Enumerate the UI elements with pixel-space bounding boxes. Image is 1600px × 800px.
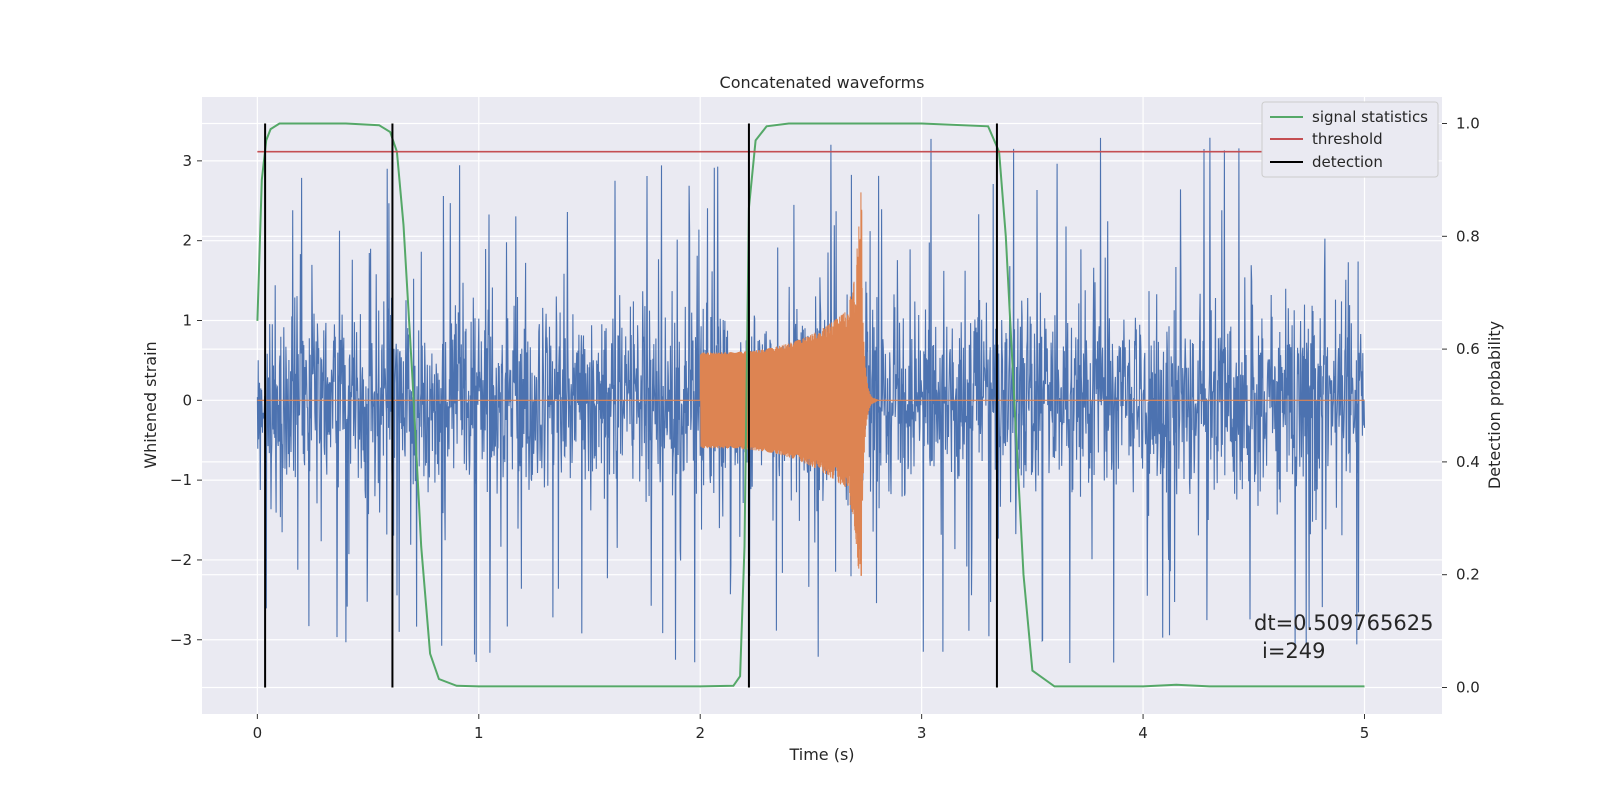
- x-tick-label: 4: [1138, 724, 1148, 742]
- y-tick-label-left: 0: [182, 391, 192, 409]
- chart-title: Concatenated waveforms: [720, 73, 925, 92]
- y-tick-label-left: 3: [182, 152, 192, 170]
- waveform-series: [257, 192, 1365, 576]
- x-tick-label: 2: [695, 724, 705, 742]
- y-tick-label-right: 0.2: [1456, 566, 1480, 584]
- x-tick-label: 5: [1360, 724, 1370, 742]
- signal-statistics-series: [256, 122, 1365, 688]
- axis-ticks: 0 1 2 3 4 5 −3 −2 −1 0 1 2 3 0.0 0.2 0.4 0.6 0.8 1.0: [170, 115, 1480, 742]
- y-tick-label-left: 2: [182, 232, 192, 250]
- legend: signal statistics threshold detection: [1261, 101, 1439, 178]
- y-tick-label-left: −1: [170, 471, 192, 489]
- x-tick-label: 3: [917, 724, 927, 742]
- y-axis-title-right: Detection probability: [1485, 321, 1504, 489]
- x-tick-label: 0: [253, 724, 263, 742]
- detection-series: [264, 123, 998, 688]
- legend-label-signal-statistics: signal statistics: [1312, 108, 1428, 126]
- x-tick-label: 1: [474, 724, 484, 742]
- y-tick-label-left: 1: [182, 311, 192, 329]
- annotation-i: i=249: [1262, 639, 1326, 663]
- y-tick-label-right: 1.0: [1456, 115, 1480, 133]
- y-tick-label-right: 0.8: [1456, 227, 1480, 245]
- legend-label-threshold: threshold: [1312, 130, 1383, 148]
- waveform-line: [257, 192, 1365, 576]
- y-tick-label-right: 0.0: [1456, 678, 1480, 696]
- signal-statistics-line: [256, 122, 1365, 688]
- y-tick-label-right: 0.6: [1456, 340, 1480, 358]
- annotation-dt: dt=0.509765625: [1254, 611, 1433, 635]
- y-tick-label-right: 0.4: [1456, 453, 1480, 471]
- y-axis-title-left: Whitened strain: [141, 341, 160, 468]
- y-tick-label-left: −2: [170, 551, 192, 569]
- legend-label-detection: detection: [1312, 153, 1383, 171]
- legend-box: [1261, 101, 1439, 178]
- x-axis-title: Time (s): [788, 745, 854, 764]
- y-tick-label-left: −3: [170, 631, 192, 649]
